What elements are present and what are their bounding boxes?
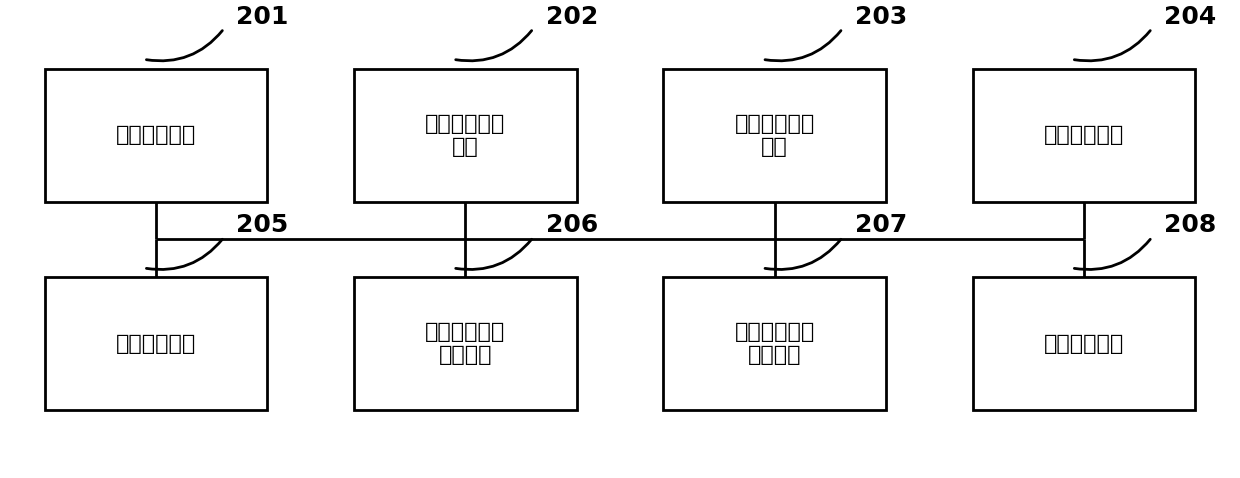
FancyBboxPatch shape <box>45 277 268 410</box>
Text: 204: 204 <box>1164 5 1216 29</box>
FancyBboxPatch shape <box>353 69 577 202</box>
Text: 205: 205 <box>237 213 289 237</box>
FancyBboxPatch shape <box>45 69 268 202</box>
Text: 206: 206 <box>546 213 598 237</box>
Text: 207: 207 <box>856 213 908 237</box>
Text: 正演算子计算
模块: 正演算子计算 模块 <box>425 114 506 157</box>
FancyBboxPatch shape <box>972 69 1195 202</box>
Text: 201: 201 <box>237 5 289 29</box>
Text: 203: 203 <box>856 5 908 29</box>
Text: 差异反演公式
建立模块: 差异反演公式 建立模块 <box>425 322 506 365</box>
Text: 子波提取模块: 子波提取模块 <box>1044 125 1125 145</box>
FancyBboxPatch shape <box>663 277 887 410</box>
FancyBboxPatch shape <box>972 277 1195 410</box>
FancyBboxPatch shape <box>353 277 577 410</box>
Text: 202: 202 <box>546 5 598 29</box>
Text: 208: 208 <box>1164 213 1216 237</box>
Text: 层位信息拾取
模块: 层位信息拾取 模块 <box>734 114 815 157</box>
Text: 模型建立模块: 模型建立模块 <box>115 334 196 354</box>
Text: 数据获取模块: 数据获取模块 <box>115 125 196 145</box>
FancyBboxPatch shape <box>663 69 887 202</box>
Text: 参数优化模块: 参数优化模块 <box>1044 334 1125 354</box>
Text: 差异反演迭代
计算模块: 差异反演迭代 计算模块 <box>734 322 815 365</box>
